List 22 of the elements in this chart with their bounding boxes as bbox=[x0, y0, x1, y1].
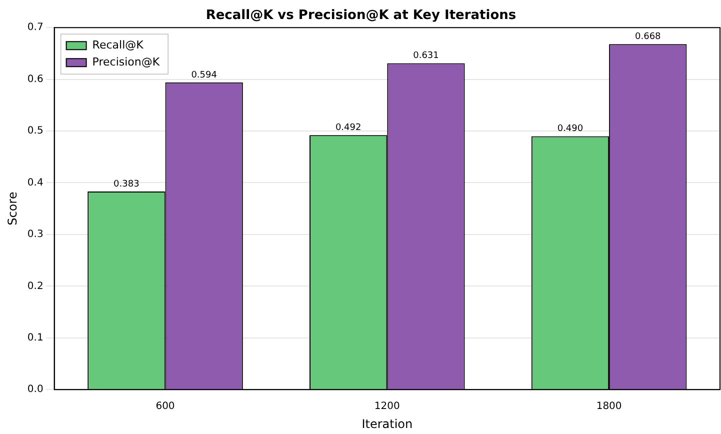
y-tick-label: 0.4 bbox=[27, 177, 44, 188]
data-label: 0.594 bbox=[191, 70, 218, 80]
y-tick-label: 0.6 bbox=[27, 74, 44, 85]
y-axis-title: Score bbox=[5, 192, 20, 226]
chart-title: Recall@K vs Precision@K at Key Iterations bbox=[206, 8, 516, 24]
x-axis-title: Iteration bbox=[362, 416, 413, 431]
data-label: 0.631 bbox=[413, 51, 439, 62]
y-tick-label: 0.7 bbox=[27, 22, 44, 34]
legend-label: Recall@K bbox=[92, 38, 144, 52]
data-label: 0.668 bbox=[635, 32, 662, 42]
y-tick-label: 0.3 bbox=[27, 229, 44, 240]
y-tick-label: 0.2 bbox=[27, 280, 44, 292]
x-tick-label: 600 bbox=[156, 401, 175, 412]
data-label: 0.490 bbox=[557, 124, 584, 134]
y-tick-label: 0.1 bbox=[27, 332, 44, 344]
data-label: 0.492 bbox=[335, 123, 362, 134]
data-label: 0.383 bbox=[114, 179, 140, 190]
legend-label: Precision@K bbox=[92, 55, 160, 68]
y-tick-label: 0.5 bbox=[27, 126, 44, 137]
y-tick-label: 0.0 bbox=[27, 384, 44, 396]
x-tick-label: 1200 bbox=[374, 401, 400, 412]
x-tick-label: 1800 bbox=[596, 401, 622, 412]
